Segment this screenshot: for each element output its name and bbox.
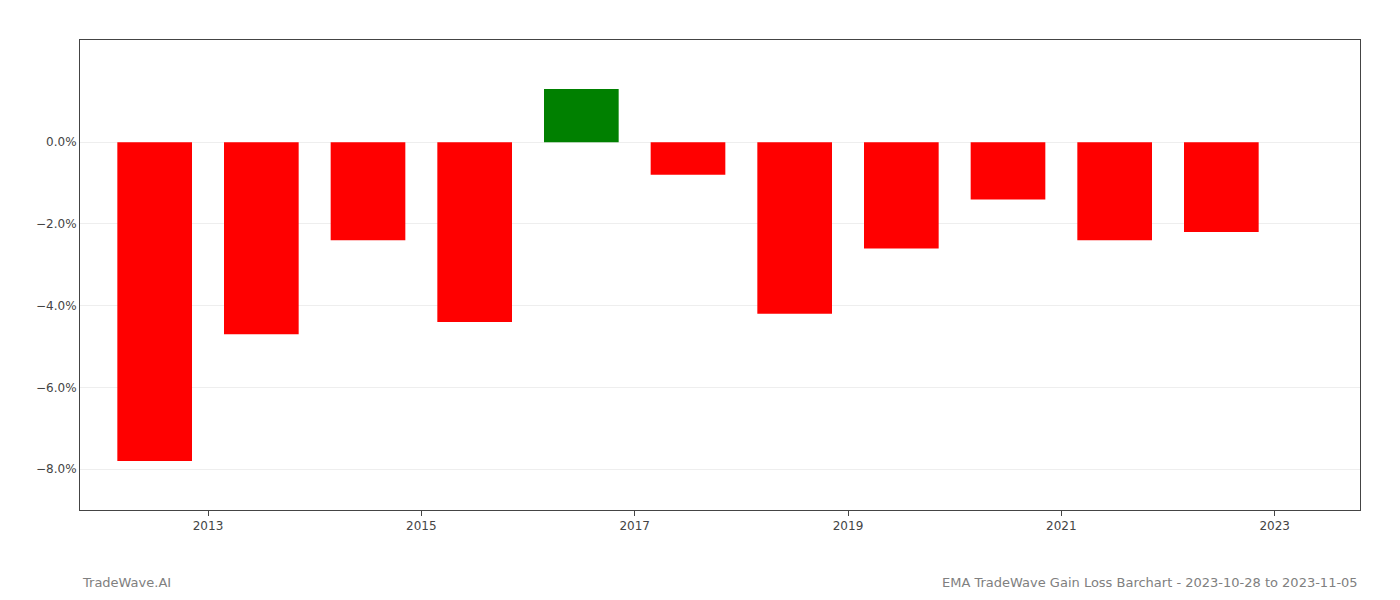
svg-text:2017: 2017 (619, 519, 650, 533)
svg-text:TradeWave.AI: TradeWave.AI (82, 575, 171, 590)
svg-text:2015: 2015 (406, 519, 437, 533)
svg-text:2021: 2021 (1046, 519, 1077, 533)
svg-text:2023: 2023 (1259, 519, 1290, 533)
svg-text:−4.0%: −4.0% (36, 299, 77, 313)
svg-text:2013: 2013 (193, 519, 224, 533)
svg-text:−8.0%: −8.0% (36, 462, 77, 476)
svg-text:−2.0%: −2.0% (36, 217, 77, 231)
svg-text:0.0%: 0.0% (46, 135, 77, 149)
svg-text:EMA TradeWave Gain Loss Barcha: EMA TradeWave Gain Loss Barchart - 2023-… (942, 575, 1358, 590)
svg-text:−6.0%: −6.0% (36, 381, 77, 395)
svg-text:2019: 2019 (833, 519, 864, 533)
